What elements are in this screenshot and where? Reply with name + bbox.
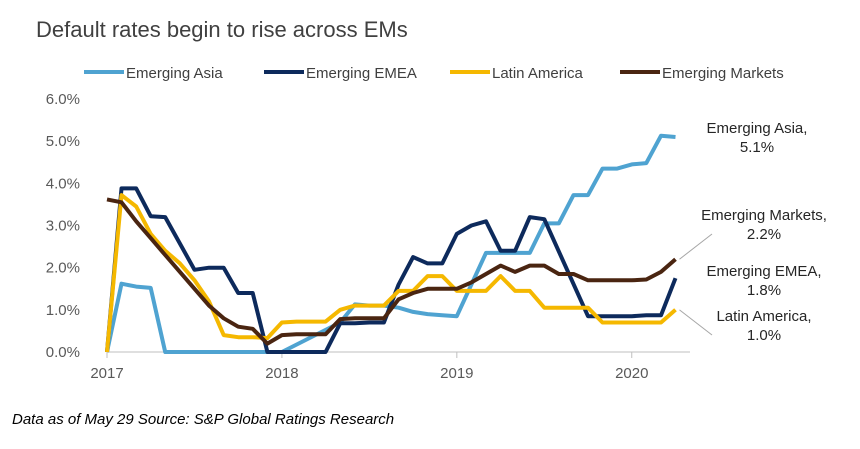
legend-label-emerging-markets: Emerging Markets [662,65,784,82]
x-axis: 2017 2018 2019 2020 [90,352,648,382]
series-line-latin-america[interactable] [105,193,677,353]
annotation-line: Emerging Asia, [707,120,808,137]
annotation-leader-latin-america [679,309,713,336]
chart-title: Default rates begin to rise across EMs [36,17,408,42]
x-tick-label: 2019 [440,365,473,382]
annotation-line: 1.8% [747,282,781,299]
y-tick-label: 6.0% [46,91,80,108]
annotation-line: Latin America, [716,308,811,325]
legend-label-emerging-asia: Emerging Asia [126,65,223,82]
y-tick-label: 2.0% [46,260,80,277]
annotation-line: 1.0% [747,327,781,344]
series-layer [105,133,678,354]
series-line-emerging-markets[interactable] [106,197,677,346]
y-tick-label: 3.0% [46,218,80,235]
legend-item-emerging-markets[interactable]: Emerging Markets [620,65,784,82]
annotation-line: Emerging Markets, [701,207,827,224]
x-tick-label: 2020 [615,365,648,382]
source-note: Data as of May 29 Source: S&P Global Rat… [12,411,395,428]
legend-label-emerging-emea: Emerging EMEA [306,65,417,82]
annotation-latin-america: Latin America, 1.0% [716,308,811,344]
legend-item-latin-america[interactable]: Latin America [450,65,584,82]
annotation-emerging-asia: Emerging Asia, 5.1% [707,120,808,156]
y-tick-label: 0.0% [46,344,80,361]
y-tick-label: 4.0% [46,175,80,192]
legend-item-emerging-emea[interactable]: Emerging EMEA [264,65,417,82]
annotation-line: 5.1% [740,139,774,156]
annotations: Emerging Asia, 5.1%Emerging Markets, 2.2%E… [679,120,827,344]
y-tick-label: 5.0% [46,133,80,150]
series-line-emerging-asia[interactable] [105,133,676,354]
y-axis: 0.0% 1.0% 2.0% 3.0% 4.0% 5.0% 6.0% [46,91,80,361]
legend-label-latin-america: Latin America [492,65,584,82]
x-tick-label: 2018 [265,365,298,382]
annotation-leader-emerging-markets [679,233,713,260]
annotation-line: Emerging EMEA, [706,263,821,280]
annotation-line: 2.2% [747,226,781,243]
legend: Emerging Asia Emerging EMEA Latin Americ… [84,65,784,82]
legend-item-emerging-asia[interactable]: Emerging Asia [84,65,223,82]
annotation-emerging-markets: Emerging Markets, 2.2% [701,207,827,243]
x-tick-label: 2017 [90,365,123,382]
annotation-emerging-emea: Emerging EMEA, 1.8% [706,263,821,299]
series-line-emerging-emea[interactable] [105,186,678,354]
y-tick-label: 1.0% [46,302,80,319]
